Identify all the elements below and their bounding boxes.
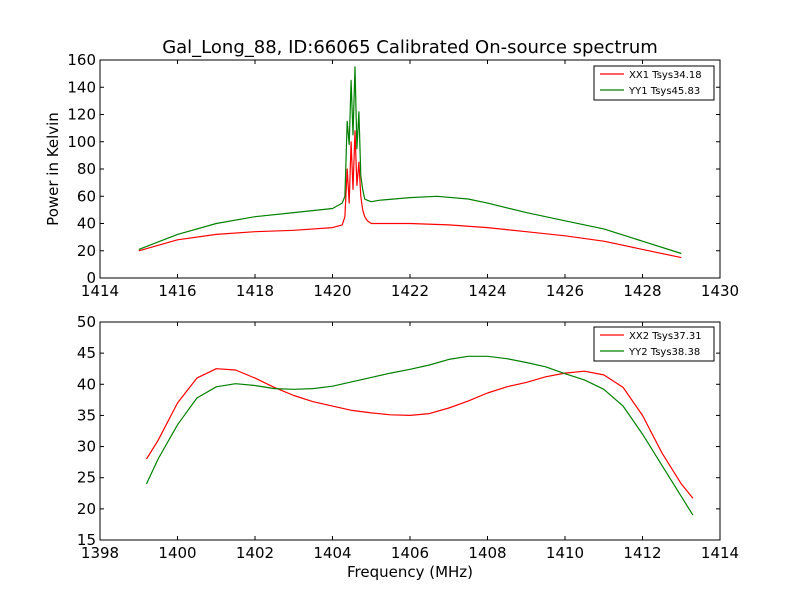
y-tick-label: 20 xyxy=(77,242,96,260)
x-tick-label: 1406 xyxy=(391,544,429,562)
series-line-yy1 xyxy=(138,66,682,255)
y-tick-label: 50 xyxy=(77,313,96,331)
series-line-xx1 xyxy=(138,130,682,259)
legend-entry-xx2: XX2 Tsys37.31 xyxy=(629,331,702,342)
y-tick-label: 60 xyxy=(77,187,96,205)
x-tick-label: 1420 xyxy=(313,282,351,300)
x-tick-label: 1404 xyxy=(313,544,351,562)
series-group xyxy=(145,355,694,516)
x-tick-label: 1430 xyxy=(701,282,739,300)
y-tick-label: 140 xyxy=(67,78,96,96)
legend-box xyxy=(593,65,715,101)
y-tick-label: 15 xyxy=(77,531,96,549)
plot-frame xyxy=(99,321,721,541)
legend-entry-yy1: YY1 Tsys45.83 xyxy=(628,86,700,97)
y-tick-label: 40 xyxy=(77,375,96,393)
x-tick-label: 1410 xyxy=(546,544,584,562)
series-line-yy2 xyxy=(145,355,694,516)
x-axis-label: Frequency (MHz) xyxy=(347,563,473,581)
x-tick-label: 1412 xyxy=(623,544,661,562)
x-tick-label: 1422 xyxy=(391,282,429,300)
y-tick-label: 30 xyxy=(77,438,96,456)
bottom-spectrum-chart: Frequency (MHz) 1398 1400 1402 1404 1406 1408… xyxy=(77,313,739,581)
series-line-xx2 xyxy=(145,368,694,499)
top-spectrum-chart: Gal_Long_88, ID:66065 Calibrated On-sour… xyxy=(44,37,739,300)
y-tick-label: 120 xyxy=(67,106,96,124)
y-tick-label: 0 xyxy=(86,269,96,287)
ticks-group: 1414 1416 1418 1420 1422 1424 1426 1428 1430 0 20 4… xyxy=(67,51,739,300)
y-tick-label: 40 xyxy=(77,215,96,233)
legend-entry-yy2: YY2 Tsys38.38 xyxy=(628,347,700,358)
y-tick-label: 25 xyxy=(77,469,96,487)
legend-box xyxy=(593,326,715,362)
x-tick-label: 1426 xyxy=(546,282,584,300)
x-tick-label: 1408 xyxy=(468,544,506,562)
x-tick-label: 1398 xyxy=(81,544,119,562)
legend-entry-xx1: XX1 Tsys34.18 xyxy=(629,70,702,81)
x-tick-label: 1428 xyxy=(623,282,661,300)
x-tick-label: 1416 xyxy=(158,282,196,300)
ticks-group: 1398 1400 1402 1404 1406 1408 1410 1412 1414 15 20… xyxy=(77,313,739,562)
y-tick-label: 100 xyxy=(67,133,96,151)
plot-frame xyxy=(99,59,721,279)
y-axis-label: Power in Kelvin xyxy=(44,112,62,226)
x-tick-label: 1418 xyxy=(236,282,274,300)
legend: XX1 Tsys34.18 YY1 Tsys45.83 xyxy=(593,65,715,101)
x-tick-label: 1402 xyxy=(236,544,274,562)
y-tick-label: 45 xyxy=(77,344,96,362)
series-group xyxy=(138,66,682,259)
y-tick-label: 20 xyxy=(77,500,96,518)
x-tick-label: 1414 xyxy=(701,544,739,562)
y-tick-label: 35 xyxy=(77,406,96,424)
y-tick-label: 160 xyxy=(67,51,96,69)
chart-title: Gal_Long_88, ID:66065 Calibrated On-sour… xyxy=(162,37,658,58)
legend: XX2 Tsys37.31 YY2 Tsys38.38 xyxy=(593,326,715,362)
x-tick-label: 1400 xyxy=(158,544,196,562)
x-tick-label: 1414 xyxy=(81,282,119,300)
x-tick-label: 1424 xyxy=(468,282,506,300)
y-tick-label: 80 xyxy=(77,160,96,178)
